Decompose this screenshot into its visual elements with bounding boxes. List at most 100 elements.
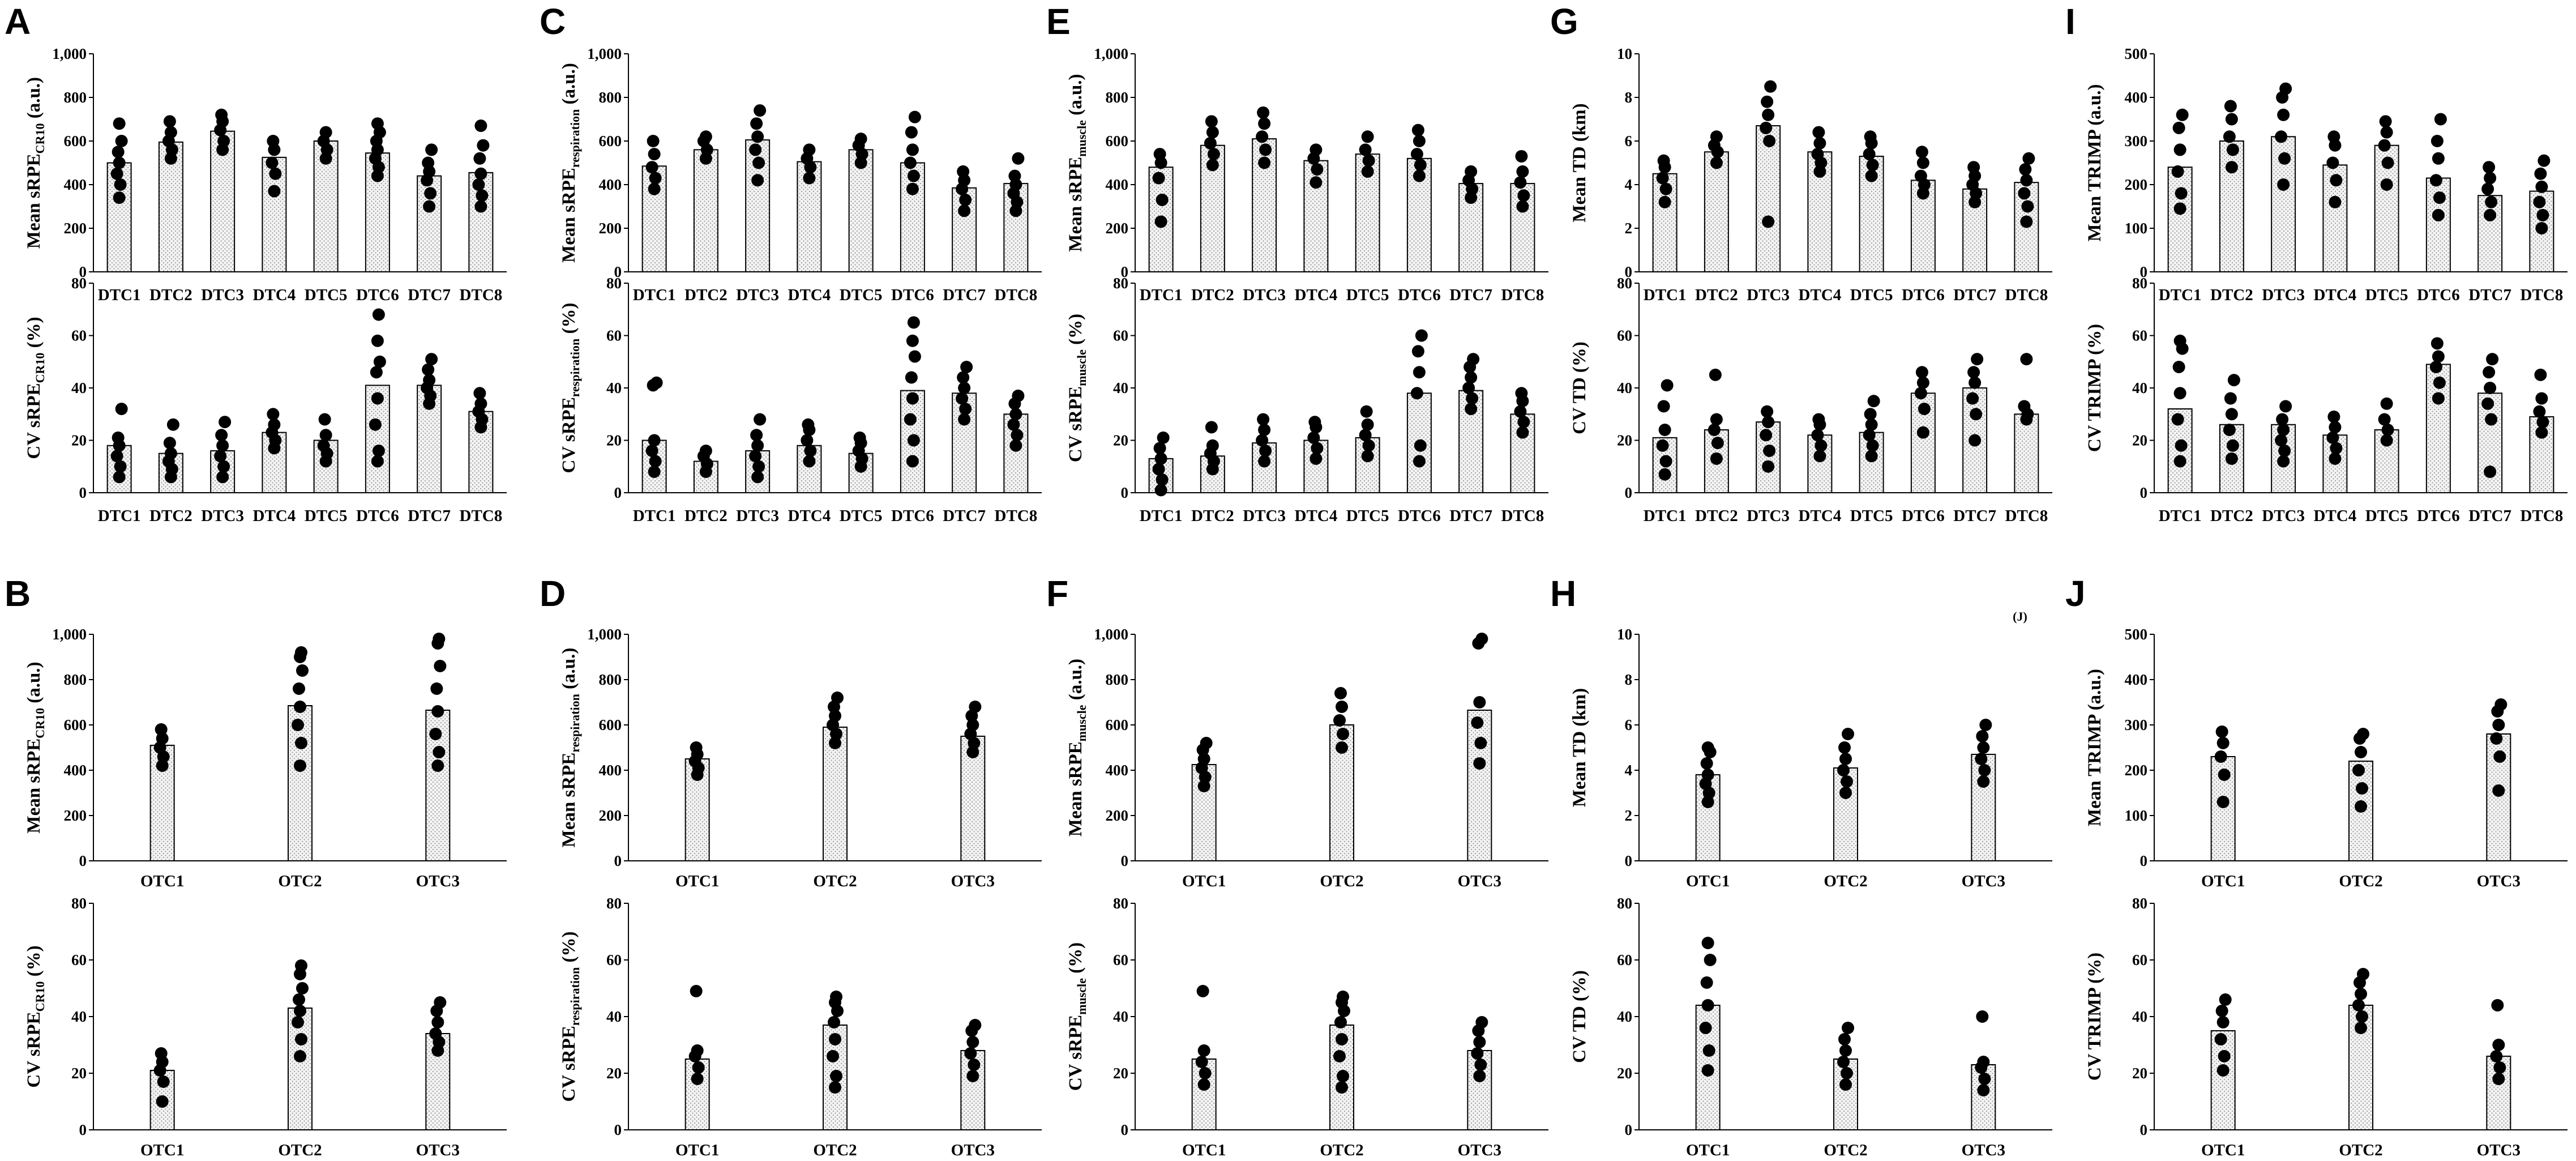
x-category-label: OTC2 [1320, 1141, 1363, 1159]
data-point [1336, 741, 1348, 754]
data-point [829, 1081, 841, 1094]
data-point [110, 450, 123, 463]
bar-dtc7 [2477, 195, 2503, 272]
x-category-label: DTC4 [788, 286, 831, 304]
data-point [751, 471, 764, 484]
x-category-label: OTC2 [2339, 872, 2382, 890]
y-tick-label: 2 [1625, 807, 1633, 824]
data-point [907, 434, 920, 447]
data-point [114, 178, 127, 191]
data-point [2276, 413, 2289, 426]
data-point [268, 185, 281, 198]
y-tick-label: 40 [71, 1008, 87, 1025]
data-point [112, 146, 125, 159]
chart-B-bottom: 0 20 40 60 80 OTC1 OTC2 OTC3 CV sRPECR10 (%) [24, 895, 507, 1159]
data-point [1978, 1073, 1991, 1085]
y-tick-label: 20 [1617, 432, 1632, 449]
chart-F-bottom: 0 20 40 60 80 OTC1 OTC2 OTC3 CV sRPEmuscle (%) [1066, 895, 1548, 1159]
data-point [1012, 389, 1025, 402]
data-point [908, 110, 921, 123]
data-point [1701, 999, 1714, 1011]
y-tick-label: 60 [1617, 327, 1632, 344]
data-point [1411, 123, 1424, 136]
data-point [751, 174, 764, 187]
y-tick-label: 400 [1106, 762, 1129, 779]
data-point [1657, 154, 1670, 167]
bar-dtc2 [693, 149, 718, 272]
y-tick-label: 1,000 [52, 626, 87, 643]
y-tick-label: 8 [1625, 89, 1633, 106]
data-point [2432, 350, 2445, 363]
data-point [2223, 130, 2236, 143]
y-tick-label: 0 [79, 1121, 87, 1138]
data-point [1156, 473, 1169, 486]
data-point [1976, 1010, 1989, 1023]
data-point [1812, 126, 1825, 139]
data-point [648, 466, 661, 478]
data-point [966, 719, 979, 731]
data-point [1841, 775, 1853, 788]
data-point [296, 982, 309, 994]
data-point [2484, 466, 2497, 478]
data-point [2275, 130, 2288, 143]
data-point [1204, 136, 1217, 150]
data-point [1360, 405, 1373, 418]
bar-dtc1 [2167, 167, 2193, 273]
x-category-label: DTC3 [736, 507, 779, 525]
data-point [215, 108, 228, 121]
y-tick-label: 60 [1113, 951, 1128, 968]
data-point [1762, 108, 1775, 121]
y-tick-label: 800 [64, 671, 87, 688]
data-point [1763, 135, 1776, 147]
x-category-label: OTC2 [1320, 872, 1363, 890]
data-point [1411, 345, 1424, 358]
data-point [690, 741, 703, 754]
y-tick-label: 0 [2140, 484, 2148, 501]
data-point [1307, 431, 1320, 444]
x-category-label: OTC3 [2477, 1141, 2521, 1159]
data-point [1865, 450, 1878, 463]
bar-dtc3 [1756, 125, 1781, 273]
data-point [2277, 455, 2290, 468]
data-point [1473, 1070, 1486, 1082]
data-point [1656, 172, 1669, 185]
data-point [2486, 353, 2499, 366]
y-tick-label: 10 [1617, 45, 1632, 62]
data-point [1701, 796, 1714, 808]
data-point [1465, 371, 1478, 384]
data-point [2018, 400, 2031, 413]
x-category-label: DTC7 [408, 286, 451, 304]
data-point [754, 413, 767, 426]
data-point [750, 429, 763, 442]
data-point [293, 682, 305, 695]
data-point [1197, 1078, 1210, 1091]
y-tick-label: 20 [1113, 1065, 1128, 1082]
y-tick-label: 600 [1106, 716, 1129, 733]
y-tick-label: 60 [606, 951, 622, 968]
x-category-label: OTC3 [951, 872, 995, 890]
data-point [1205, 421, 1218, 434]
data-point [906, 392, 919, 405]
data-point [1259, 445, 1272, 457]
y-axis-title: Mean TD (km) [1569, 103, 1590, 222]
bar-dtc4 [1303, 439, 1329, 493]
data-point [1514, 176, 1527, 189]
y-tick-label: 200 [2125, 176, 2148, 193]
y-tick-label: 600 [1106, 133, 1129, 150]
data-point [217, 460, 230, 473]
data-point [114, 460, 127, 473]
data-point [1971, 353, 1984, 366]
data-point [1516, 426, 1529, 439]
data-point [1154, 215, 1167, 228]
data-point [966, 1070, 979, 1082]
data-point [1708, 424, 1721, 436]
data-point [294, 1005, 306, 1017]
data-point [1761, 95, 1774, 108]
data-point [2225, 408, 2238, 421]
data-point [2481, 397, 2494, 410]
data-point [2535, 392, 2548, 405]
x-category-label: DTC6 [1902, 286, 1945, 304]
x-category-label: DTC1 [1644, 286, 1687, 304]
y-tick-label: 0 [79, 263, 87, 280]
y-tick-label: 10 [1617, 626, 1632, 643]
